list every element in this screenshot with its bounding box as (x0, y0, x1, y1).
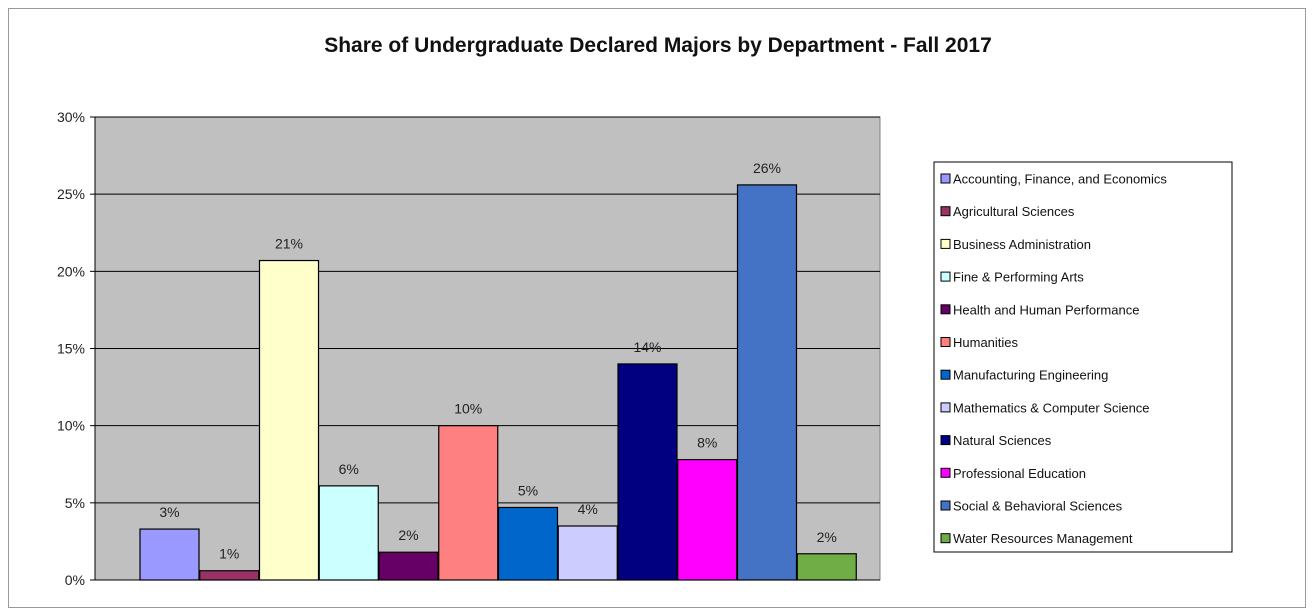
data-label: 4% (578, 501, 598, 517)
legend-swatch (940, 304, 951, 315)
bar (557, 525, 618, 581)
legend-entry: Fine & Performing Arts (953, 270, 1084, 285)
bars (139, 184, 857, 581)
legend-swatch (940, 369, 951, 380)
legend-swatch (940, 500, 951, 511)
legend-swatch (940, 467, 951, 478)
legend-entry: Health and Human Performance (953, 302, 1139, 317)
legend-entry: Mathematics & Computer Science (953, 400, 1150, 415)
data-label: 5% (518, 482, 538, 498)
legend-swatch (940, 337, 951, 347)
legend-entry: Agricultural Sciences (953, 204, 1075, 219)
legend-entry: Professional Education (953, 466, 1086, 481)
bar (378, 551, 439, 581)
bar (796, 553, 857, 581)
y-tick-label: 0% (65, 572, 85, 588)
y-tick-label: 20% (57, 263, 85, 279)
bar (497, 506, 559, 581)
legend-entry: Natural Sciences (953, 433, 1052, 448)
bar (318, 485, 379, 581)
data-label: 10% (454, 401, 482, 417)
data-label: 6% (339, 461, 359, 477)
bar (139, 528, 200, 581)
legend-box (933, 161, 1233, 553)
legend-swatch (940, 533, 951, 544)
legend-swatch (940, 238, 951, 249)
legend-entry: Water Resources Management (953, 531, 1133, 546)
data-labels: 3% 1% 21% 6% 2% 10% 5% 4% 14% 8% 26% 2% (159, 160, 836, 562)
y-tick-label: 15% (57, 341, 85, 357)
legend: Accounting, Finance, and Economics Agricu… (933, 161, 1233, 553)
legend-swatch (940, 402, 951, 413)
legend-entry: Accounting, Finance, and Economics (953, 172, 1167, 187)
data-label: 3% (159, 504, 179, 520)
y-tick-label: 25% (57, 186, 85, 202)
legend-entry: Business Administration (953, 237, 1091, 252)
y-tick-label: 30% (57, 109, 85, 125)
legend-entry: Social & Behavioral Sciences (953, 499, 1123, 514)
legend-swatch (940, 435, 951, 446)
legend-swatch (940, 206, 951, 217)
legend-swatch (940, 271, 951, 282)
bar (677, 459, 738, 581)
data-label: 26% (753, 160, 781, 176)
data-label: 2% (817, 529, 837, 545)
bar (199, 570, 260, 581)
data-label: 1% (219, 546, 239, 562)
data-label: 2% (398, 527, 418, 543)
legend-entry: Manufacturing Engineering (953, 368, 1108, 383)
bar (258, 259, 320, 581)
bar (736, 184, 798, 581)
legend-entry: Humanities (953, 335, 1019, 350)
data-label: 21% (275, 236, 303, 252)
y-tick-label: 10% (57, 418, 85, 434)
chart-title: Share of Undergraduate Declared Majors b… (324, 34, 992, 57)
bar (617, 363, 678, 581)
bar (438, 425, 499, 581)
data-label: 14% (633, 339, 661, 355)
legend-swatch (940, 173, 951, 184)
data-label: 8% (697, 435, 717, 451)
y-tick-label: 5% (65, 495, 85, 511)
